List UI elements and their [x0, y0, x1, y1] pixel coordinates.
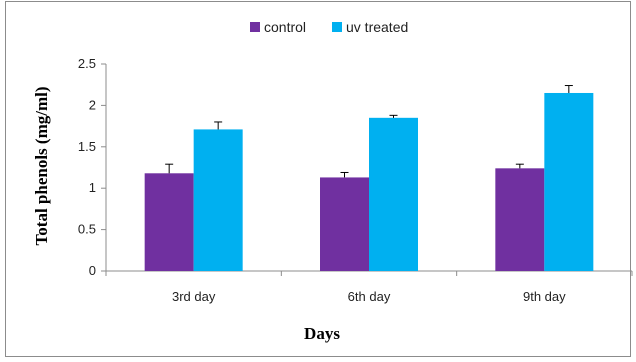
bar — [495, 168, 545, 271]
x-tick-label: 3rd day — [172, 289, 216, 304]
y-tick-label: 1.5 — [78, 139, 96, 154]
legend-swatch — [332, 22, 342, 32]
y-axis: 0 0.5 1 1.5 2 2.5 — [78, 56, 107, 278]
legend: control uv treated — [250, 19, 408, 35]
y-tick-label: 0 — [89, 263, 96, 278]
legend-label: uv treated — [346, 19, 408, 35]
bar — [369, 117, 418, 271]
legend-label: control — [264, 19, 306, 35]
x-tick-label: 6th day — [348, 289, 391, 304]
bar — [144, 173, 194, 271]
bar — [544, 92, 594, 271]
y-tick-label: 0.5 — [78, 222, 96, 237]
y-tick-label: 1 — [89, 180, 96, 195]
bars — [144, 85, 594, 271]
bar — [193, 129, 243, 271]
y-tick-label: 2 — [89, 97, 96, 112]
x-tick-label: 9th day — [523, 289, 566, 304]
legend-swatch — [250, 22, 260, 32]
bar — [320, 177, 369, 271]
y-tick-label: 2.5 — [78, 56, 96, 71]
x-axis: 3rd day 6th day 9th day — [105, 270, 633, 304]
x-axis-title: Days — [304, 324, 340, 343]
y-axis-title: Total phenols (mg/ml) — [32, 86, 51, 245]
